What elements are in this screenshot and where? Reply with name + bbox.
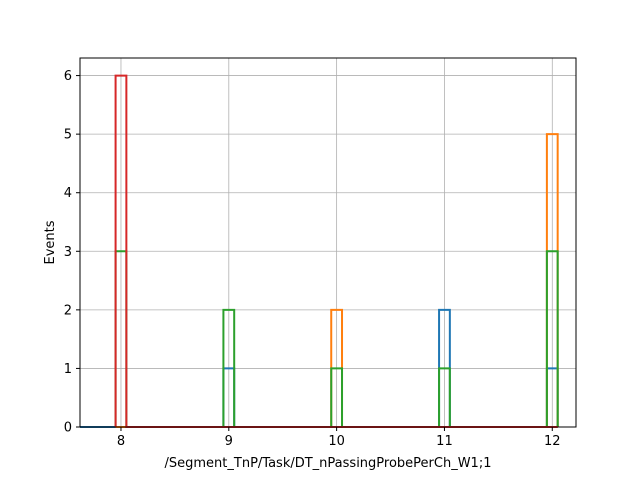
x-tick-label: 11 — [436, 434, 453, 449]
x-tick-label: 9 — [225, 434, 233, 449]
y-tick-label: 1 — [64, 362, 72, 377]
x-tick-label: 10 — [328, 434, 345, 449]
plot-frame — [79, 57, 577, 428]
x-tick-label: 8 — [117, 434, 125, 449]
x-tick-label: 12 — [544, 434, 561, 449]
x-axis-label: /Segment_TnP/Task/DT_nPassingProbePerCh_… — [165, 456, 492, 471]
y-tick-label: 5 — [64, 128, 72, 143]
y-tick-label: 3 — [64, 245, 72, 260]
y-tick-label: 6 — [64, 69, 72, 84]
y-tick-label: 2 — [64, 303, 72, 318]
y-axis-label: Events — [43, 220, 58, 264]
y-tick-label: 0 — [64, 421, 72, 436]
y-tick-label: 4 — [64, 186, 72, 201]
